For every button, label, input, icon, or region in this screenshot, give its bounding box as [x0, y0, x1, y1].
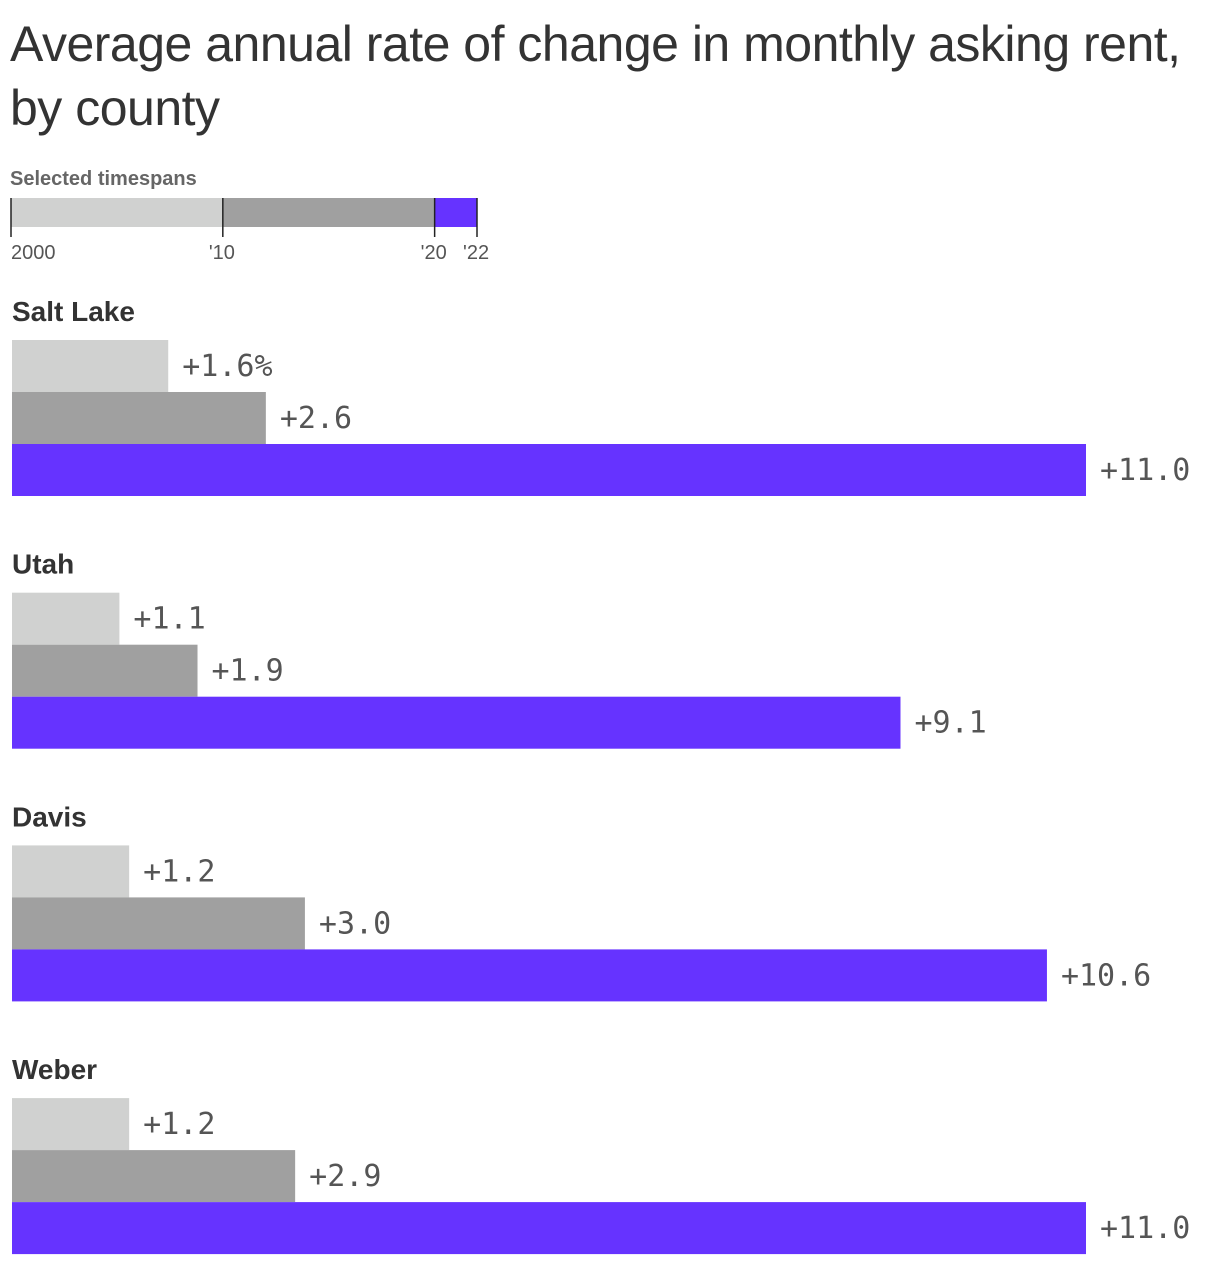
bar	[12, 592, 120, 645]
legend-tick-label-3: '22	[463, 242, 489, 264]
value-label: +1.2	[143, 1107, 215, 1142]
value-label: +2.6	[280, 401, 352, 436]
county-label: Utah	[12, 549, 74, 580]
value-label: +1.6%	[182, 349, 272, 384]
value-label: +2.9	[309, 1159, 381, 1194]
legend-segment-0	[11, 198, 223, 227]
value-label: +9.1	[914, 706, 986, 741]
legend-tick-label-2: '20	[421, 242, 447, 264]
value-label: +3.0	[319, 906, 391, 941]
bar	[12, 1150, 296, 1203]
county-label: Salt Lake	[12, 296, 135, 327]
legend-segment-1	[222, 198, 435, 227]
value-label: +10.6	[1061, 958, 1151, 993]
bar	[12, 644, 198, 697]
bar	[12, 897, 305, 950]
bar	[12, 1098, 130, 1151]
bar	[12, 696, 901, 749]
value-label: +1.1	[133, 602, 205, 637]
bar	[12, 392, 266, 444]
bar	[12, 444, 1086, 496]
bar	[12, 845, 130, 898]
county-label: Davis	[12, 801, 87, 832]
value-label: +11.0	[1100, 453, 1190, 488]
bar	[12, 340, 169, 392]
bar	[12, 949, 1047, 1002]
bar	[12, 1202, 1086, 1255]
legend-segment-2	[434, 198, 477, 227]
legend-tick-label-0: 2000	[11, 242, 56, 264]
chart-title: Average annual rate of change in monthly…	[10, 16, 1181, 136]
county-label: Weber	[12, 1054, 97, 1085]
value-label: +11.0	[1100, 1211, 1190, 1246]
legend-title: Selected timespans	[10, 168, 197, 190]
value-label: +1.9	[212, 654, 284, 689]
legend-tick-label-1: '10	[209, 242, 235, 264]
value-label: +1.2	[143, 854, 215, 889]
